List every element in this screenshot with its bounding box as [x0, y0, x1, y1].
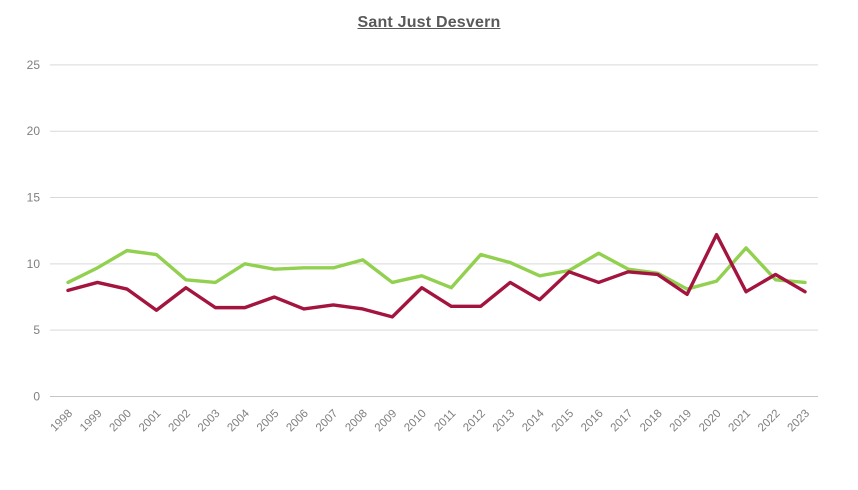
series-lines [66, 232, 807, 319]
y-tick-label: 5 [33, 323, 40, 337]
x-tick-label: 2016 [579, 408, 606, 435]
x-tick-label: 2018 [638, 408, 665, 435]
x-tick-label: 2010 [402, 408, 429, 435]
x-tick-label: 2006 [284, 408, 311, 435]
gridlines [50, 64, 818, 397]
x-tick-label: 2008 [343, 408, 370, 435]
y-tick-label: 25 [27, 58, 41, 72]
x-tick-label: 2019 [668, 408, 695, 435]
x-tick-label: 2015 [550, 408, 577, 435]
x-tick-label: 2009 [373, 408, 400, 435]
series-line-dark-red [66, 232, 807, 319]
x-tick-label: 2005 [255, 408, 282, 435]
x-tick-label: 2022 [756, 408, 783, 435]
x-tick-label: 2004 [225, 407, 252, 434]
x-tick-label: 2023 [786, 408, 813, 435]
y-tick-label: 0 [33, 390, 40, 404]
x-tick-label: 2011 [432, 408, 458, 434]
series-line-green [66, 246, 807, 291]
x-tick-label: 2000 [107, 408, 134, 435]
x-tick-label: 2007 [314, 408, 341, 435]
x-tick-label: 2013 [491, 408, 518, 435]
x-tick-label: 2014 [520, 407, 547, 434]
x-tick-label: 2017 [609, 408, 636, 435]
x-tick-label: 2002 [166, 408, 193, 435]
x-tick-label: 1999 [78, 408, 105, 435]
x-tick-label: 2003 [196, 408, 223, 435]
chart-title: Sant Just Desvern [357, 14, 501, 31]
y-axis-labels: 0 5 10 15 20 25 [27, 58, 41, 404]
x-tick-label: 2020 [697, 408, 724, 435]
x-tick-label: 2021 [727, 408, 754, 435]
y-tick-label: 10 [27, 257, 41, 271]
x-tick-label: 2001 [137, 408, 164, 435]
x-tick-label: 1998 [49, 408, 76, 435]
x-tick-label: 2012 [461, 408, 488, 435]
y-tick-label: 15 [27, 191, 41, 205]
x-axis-labels: 1998 1999 2000 2001 2002 2003 2004 2005 2006 2007… [49, 407, 813, 434]
y-tick-label: 20 [27, 124, 41, 138]
